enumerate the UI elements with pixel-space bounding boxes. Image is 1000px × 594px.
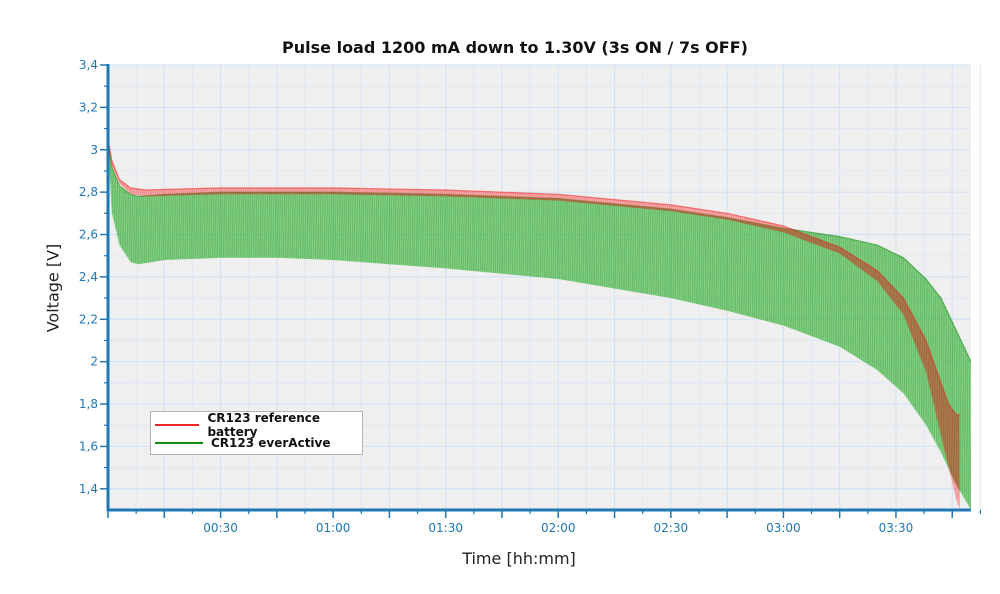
x-tick-label: 02:00 — [541, 521, 576, 535]
x-tick-label: 01:00 — [316, 521, 351, 535]
y-tick-label: 2,4 — [79, 270, 98, 284]
series-pulses — [109, 152, 971, 507]
series-band — [108, 139, 971, 510]
x-tick-label: 00:30 — [203, 521, 238, 535]
x-tick-label: 02:30 — [654, 521, 689, 535]
y-tick-label: 2,6 — [79, 228, 98, 242]
x-tick-label: 03:30 — [879, 521, 914, 535]
series-everactive — [108, 139, 971, 510]
y-tick-label: 2 — [90, 355, 98, 369]
legend-label-everactive: CR123 everActive — [211, 436, 331, 450]
legend: CR123 reference battery CR123 everActive — [150, 411, 363, 455]
series-upper-edge — [108, 139, 960, 416]
plot-area — [108, 139, 971, 510]
legend-swatch-reference — [155, 424, 200, 426]
legend-item-reference[interactable]: CR123 reference battery — [155, 411, 362, 439]
y-tick-label: 2,8 — [79, 185, 98, 199]
x-tick-label: 01:30 — [428, 521, 463, 535]
y-tick-label: 2,2 — [79, 312, 98, 326]
x-tick-label: 03:00 — [766, 521, 801, 535]
legend-swatch-everactive — [155, 442, 203, 444]
y-axis-label: Voltage [V] — [43, 243, 63, 333]
y-tick-label: 1,4 — [79, 482, 98, 496]
y-tick-label: 3,4 — [79, 58, 98, 72]
y-tick-label: 1,8 — [79, 397, 98, 411]
legend-label-reference: CR123 reference battery — [207, 411, 321, 439]
chart-title: Pulse load 1200 mA down to 1.30V (3s ON … — [282, 38, 748, 57]
y-tick-label: 3 — [90, 143, 98, 157]
legend-item-everactive[interactable]: CR123 everActive — [155, 434, 331, 452]
series-upper-edge — [108, 139, 971, 362]
y-tick-label: 1,6 — [79, 439, 98, 453]
axes — [106, 64, 971, 512]
x-axis-label: Time [hh:mm] — [462, 549, 576, 568]
series-reference — [108, 139, 960, 510]
y-tick-label: 3,2 — [79, 100, 98, 114]
